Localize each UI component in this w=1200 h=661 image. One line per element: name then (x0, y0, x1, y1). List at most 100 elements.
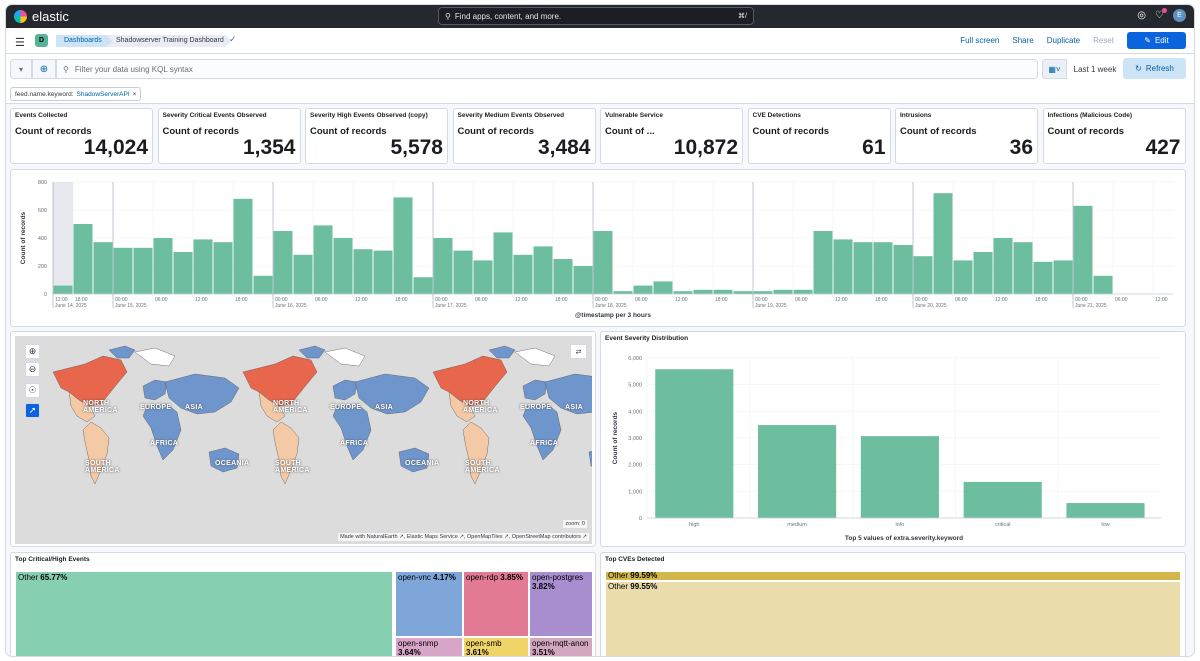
world-map[interactable]: ⊕ ⊖ ☉ ➚ ⇄ EUROPE ASIA AFRICA OCEANIA NORTH AM… (15, 336, 592, 544)
severity-bar[interactable] (963, 481, 1042, 518)
histogram-bar[interactable] (793, 289, 813, 294)
country-region[interactable] (488, 345, 516, 359)
treemap-cell[interactable]: open-postgres 3.82% (529, 571, 593, 637)
histogram-bar[interactable] (213, 242, 233, 294)
histogram-bar[interactable] (953, 260, 973, 294)
histogram-bar[interactable] (593, 231, 613, 294)
fit-bounds-button[interactable]: ☉ (25, 383, 40, 398)
histogram-bar[interactable] (113, 247, 133, 294)
share-button[interactable]: Share (1012, 36, 1034, 45)
zoom-in-button[interactable]: ⊕ (25, 344, 40, 359)
histogram-bar[interactable] (53, 285, 73, 294)
treemap-cell[interactable]: open-mqtt-anon 3.51% (529, 637, 593, 656)
attrib-naturalearth[interactable]: Made with NaturalEarth (340, 534, 398, 540)
histogram-bar[interactable] (973, 252, 993, 294)
severity-bar[interactable] (758, 425, 837, 518)
country-region[interactable] (272, 421, 300, 485)
histogram-bar[interactable] (93, 242, 113, 294)
histogram-bar[interactable] (533, 246, 553, 294)
zoom-out-button[interactable]: ⊖ (25, 362, 40, 377)
histogram-bar[interactable] (1013, 242, 1033, 294)
severity-bar[interactable] (860, 436, 939, 518)
histogram-bar[interactable] (633, 285, 653, 294)
treemap-cell[interactable]: Other 65.77% (15, 571, 393, 656)
histogram-bar[interactable] (1053, 260, 1073, 294)
country-region[interactable] (208, 447, 240, 473)
attrib-osm[interactable]: OpenStreetMap contributors (511, 534, 581, 540)
remove-filter-icon[interactable]: × (132, 90, 137, 98)
country-region[interactable] (332, 379, 358, 401)
treemap-cell[interactable]: Other 99.59% (605, 571, 1181, 581)
news-bell-icon[interactable]: ♡ (1155, 8, 1167, 21)
country-region[interactable] (164, 373, 240, 415)
date-range-display[interactable]: Last 1 week (1073, 64, 1117, 74)
filter-menu-button[interactable]: ▾ (10, 59, 32, 79)
country-region[interactable] (432, 355, 508, 407)
histogram-bar[interactable] (173, 252, 193, 294)
histogram-bar[interactable] (513, 254, 533, 294)
histogram-bar[interactable] (413, 277, 433, 294)
breadcrumb-dashboards[interactable]: Dashboards (56, 35, 114, 47)
country-region[interactable] (108, 345, 136, 359)
histogram-bar[interactable] (493, 232, 513, 294)
histogram-bar[interactable] (273, 231, 293, 294)
treemap-cell[interactable]: open-snmp 3.64% (395, 637, 463, 656)
histogram-bar[interactable] (1033, 261, 1053, 294)
histogram-bar[interactable] (673, 291, 693, 294)
histogram-bar[interactable] (933, 193, 953, 294)
country-region[interactable] (68, 391, 96, 423)
country-region[interactable] (332, 403, 372, 461)
histogram-bar[interactable] (313, 225, 333, 294)
histogram-bar[interactable] (693, 289, 713, 294)
help-icon[interactable]: ◎ (1137, 10, 1147, 21)
country-region[interactable] (134, 347, 176, 367)
country-region[interactable] (462, 421, 490, 485)
histogram-bar[interactable] (353, 249, 373, 294)
global-search-input[interactable]: ⚲ Find apps, content, and more. ⌘/ (438, 7, 754, 25)
histogram-bar[interactable] (873, 242, 893, 294)
date-quick-select-button[interactable]: ▦˅ (1042, 59, 1067, 79)
histogram-bar[interactable] (753, 291, 773, 294)
country-region[interactable] (398, 447, 430, 473)
menu-icon[interactable]: ☰ (15, 37, 25, 49)
layer-control-button[interactable]: ⇄ (570, 344, 587, 359)
elastic-logo[interactable]: elastic (14, 9, 69, 24)
country-region[interactable] (242, 355, 318, 407)
histogram-bar[interactable] (73, 224, 93, 294)
histogram-bar[interactable] (713, 289, 733, 294)
country-region[interactable] (142, 403, 182, 461)
country-region[interactable] (522, 379, 548, 401)
histogram-bar[interactable] (833, 239, 853, 294)
country-region[interactable] (82, 421, 110, 485)
refresh-button[interactable]: ↻ Refresh (1123, 58, 1186, 79)
histogram-bar[interactable] (853, 242, 873, 294)
country-region[interactable] (514, 347, 556, 367)
country-region[interactable] (142, 379, 168, 401)
treemap-cell[interactable]: open-rdp 3.85% (463, 571, 529, 637)
histogram-bar[interactable] (773, 289, 793, 294)
histogram-bar[interactable] (453, 250, 473, 294)
country-region[interactable] (258, 391, 286, 423)
treemap-cell[interactable]: open-vnc 4.17% (395, 571, 463, 637)
histogram-bar[interactable] (733, 291, 753, 294)
histogram-bar[interactable] (893, 245, 913, 294)
space-avatar[interactable]: D (35, 34, 48, 47)
duplicate-button[interactable]: Duplicate (1046, 36, 1081, 45)
histogram-bar[interactable] (153, 238, 173, 294)
kql-search-input[interactable]: ⚲ Filter your data using KQL syntax (56, 59, 1038, 79)
histogram-bar[interactable] (913, 256, 933, 294)
severity-bar[interactable] (1066, 503, 1145, 518)
histogram-bar[interactable] (993, 238, 1013, 294)
attrib-ems[interactable]: Elastic Maps Service (406, 534, 458, 540)
severity-bar[interactable] (655, 369, 734, 518)
histogram-bar[interactable] (393, 197, 413, 294)
reset-button[interactable]: Reset (1093, 36, 1114, 45)
country-region[interactable] (588, 448, 592, 472)
add-filter-button[interactable]: ⊕ (32, 59, 56, 79)
full-screen-button[interactable]: Full screen (960, 36, 1000, 45)
country-region[interactable] (52, 355, 128, 407)
histogram-bar[interactable] (373, 250, 393, 294)
treemap-cell[interactable]: Other 99.55% (605, 581, 1181, 656)
edit-button[interactable]: ✎ Edit (1127, 32, 1186, 49)
draw-tool-button[interactable]: ➚ (25, 403, 40, 418)
